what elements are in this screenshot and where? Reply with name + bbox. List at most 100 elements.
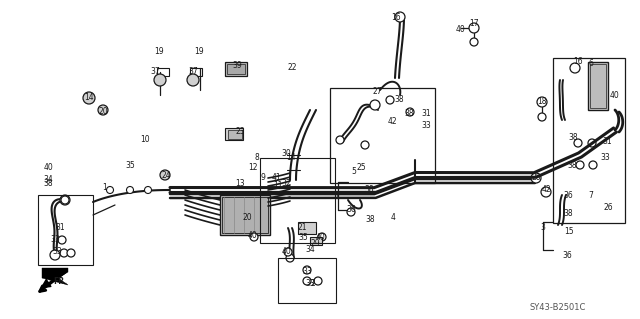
Text: 11: 11	[273, 182, 283, 190]
Bar	[220, 195, 270, 235]
Circle shape	[570, 63, 580, 73]
Text: 3: 3	[333, 190, 339, 199]
Circle shape	[590, 63, 600, 73]
Text: 12: 12	[248, 164, 258, 173]
Text: 8: 8	[255, 152, 259, 161]
Bar	[590, 64, 606, 108]
Text: 28: 28	[531, 173, 541, 182]
Bar	[225, 128, 243, 140]
Circle shape	[347, 208, 355, 216]
Bar	[330, 88, 435, 183]
Text: 29: 29	[310, 239, 320, 248]
Text: 38: 38	[568, 133, 578, 143]
Circle shape	[250, 233, 258, 241]
Text: 35: 35	[298, 233, 308, 241]
Circle shape	[541, 187, 551, 197]
Text: 40: 40	[248, 232, 258, 241]
Bar	[553, 58, 625, 223]
Circle shape	[531, 173, 541, 183]
Text: FR.: FR.	[53, 278, 67, 286]
Circle shape	[574, 139, 582, 147]
Bar	[298, 222, 316, 234]
Text: 40: 40	[282, 248, 292, 256]
Circle shape	[60, 249, 68, 257]
Text: 10: 10	[140, 135, 150, 144]
Text: 5: 5	[351, 167, 356, 175]
Text: 31: 31	[602, 137, 612, 146]
Text: 19: 19	[194, 48, 204, 56]
Text: 13: 13	[235, 179, 245, 188]
Circle shape	[61, 196, 69, 204]
Text: 33: 33	[50, 235, 60, 244]
Text: 40: 40	[43, 164, 53, 173]
Text: 31: 31	[55, 224, 65, 233]
Circle shape	[127, 187, 134, 194]
Text: 9: 9	[260, 174, 266, 182]
Bar	[38, 195, 93, 265]
Circle shape	[284, 248, 292, 256]
Text: 36: 36	[563, 190, 573, 199]
Text: 23: 23	[235, 128, 245, 137]
Circle shape	[154, 74, 166, 86]
Text: 42: 42	[541, 186, 551, 195]
Text: 6: 6	[589, 58, 593, 68]
Text: 2: 2	[310, 278, 316, 287]
Circle shape	[50, 250, 60, 260]
Circle shape	[160, 170, 170, 180]
Text: 7: 7	[589, 190, 593, 199]
Text: 42: 42	[387, 116, 397, 125]
Circle shape	[576, 161, 584, 169]
Circle shape	[336, 136, 344, 144]
Bar	[278, 258, 336, 303]
Text: 22: 22	[287, 63, 297, 72]
Text: 38: 38	[567, 160, 577, 169]
Circle shape	[303, 277, 311, 285]
Text: 38: 38	[364, 186, 374, 195]
Circle shape	[386, 96, 394, 104]
Circle shape	[318, 233, 326, 241]
Text: 26: 26	[603, 204, 613, 212]
Text: 20: 20	[242, 213, 252, 222]
Circle shape	[370, 100, 380, 110]
Text: 40: 40	[316, 234, 326, 242]
Circle shape	[106, 187, 113, 194]
Text: 31: 31	[421, 108, 431, 117]
Text: 36: 36	[562, 250, 572, 259]
Text: 14: 14	[84, 93, 94, 102]
Text: 17: 17	[469, 19, 479, 28]
Bar	[157, 68, 169, 76]
Circle shape	[286, 254, 294, 262]
Bar	[227, 64, 245, 74]
Bar	[260, 158, 335, 243]
Polygon shape	[42, 268, 68, 285]
Circle shape	[58, 236, 66, 244]
Text: 33: 33	[305, 278, 315, 287]
Text: 34: 34	[43, 175, 53, 184]
Text: 33: 33	[302, 268, 312, 277]
Text: 38: 38	[404, 108, 414, 117]
Text: 3: 3	[541, 224, 545, 233]
Text: 19: 19	[154, 48, 164, 56]
Circle shape	[470, 38, 478, 46]
Bar	[310, 237, 322, 245]
Text: 16: 16	[573, 57, 583, 66]
Circle shape	[187, 74, 199, 86]
Circle shape	[314, 277, 322, 285]
Text: 41: 41	[271, 174, 281, 182]
Text: 16: 16	[391, 12, 401, 21]
Text: 33: 33	[421, 122, 431, 130]
Circle shape	[589, 161, 597, 169]
Circle shape	[303, 266, 311, 274]
Text: 38: 38	[43, 179, 53, 188]
Circle shape	[83, 92, 95, 104]
Text: 4: 4	[390, 213, 396, 222]
Circle shape	[406, 108, 414, 116]
Text: 30: 30	[281, 150, 291, 159]
Circle shape	[60, 195, 70, 205]
Text: 36: 36	[346, 205, 356, 214]
Circle shape	[361, 141, 369, 149]
Text: 39: 39	[232, 61, 242, 70]
Text: 27: 27	[372, 87, 382, 97]
Text: 25: 25	[356, 162, 366, 172]
Text: 14: 14	[286, 152, 296, 161]
